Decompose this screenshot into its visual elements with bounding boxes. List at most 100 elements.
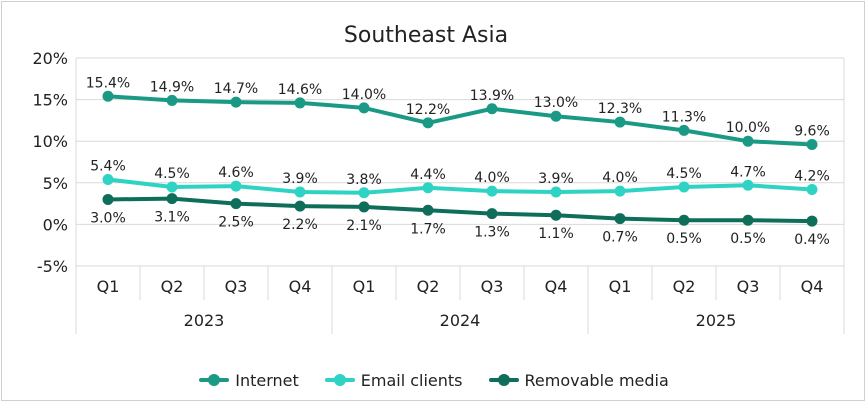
data-label: 14.0%	[342, 87, 386, 103]
x-tick-label: Q3	[737, 277, 760, 296]
data-point	[358, 102, 370, 114]
data-label: 1.3%	[474, 225, 510, 241]
year-label: 2024	[440, 311, 481, 330]
data-point	[486, 185, 498, 197]
series-line	[106, 177, 814, 195]
year-label: 2025	[696, 311, 737, 330]
data-point	[614, 185, 626, 197]
data-label: 4.6%	[218, 165, 254, 181]
series-line	[106, 94, 814, 147]
data-point	[166, 94, 178, 106]
data-point	[742, 214, 754, 226]
data-label: 14.6%	[278, 82, 322, 98]
series-line	[106, 196, 814, 224]
x-tick-label: Q4	[289, 277, 312, 296]
data-label: 4.4%	[410, 167, 446, 183]
data-label: 2.2%	[282, 217, 318, 233]
x-tick-label: Q2	[417, 277, 440, 296]
data-point	[358, 201, 370, 213]
data-label: 3.8%	[346, 172, 382, 188]
data-point	[166, 193, 178, 205]
data-label: 4.0%	[602, 170, 638, 186]
data-label: 0.5%	[730, 231, 766, 247]
data-point	[166, 181, 178, 193]
data-point	[294, 186, 306, 198]
data-point	[678, 214, 690, 226]
data-point	[806, 183, 818, 195]
series-lines	[102, 90, 818, 227]
data-point	[550, 209, 562, 221]
x-tick-label: Q1	[353, 277, 376, 296]
legend-marker-icon	[488, 374, 519, 386]
data-label: 14.7%	[214, 81, 258, 97]
data-point	[806, 139, 818, 151]
y-tick-label: 5%	[43, 174, 68, 193]
data-labels: 15.4% 14.9% 14.7% 14.6% 14.0% 12.2% 13.9% 13.0%…	[86, 75, 830, 248]
data-label: 9.6%	[794, 124, 830, 140]
year-label: 2023	[184, 311, 225, 330]
data-label: 3.9%	[282, 171, 318, 187]
data-point	[230, 96, 242, 108]
legend-marker-icon	[324, 374, 355, 386]
x-tick-label: Q1	[97, 277, 120, 296]
data-label: 4.2%	[794, 168, 830, 184]
data-point	[358, 187, 370, 199]
data-label: 11.3%	[662, 109, 706, 125]
data-point	[230, 180, 242, 192]
data-label: 13.0%	[534, 95, 578, 111]
data-point	[486, 208, 498, 220]
data-label: 4.0%	[474, 170, 510, 186]
data-label: 4.5%	[154, 166, 190, 182]
data-label: 4.7%	[730, 164, 766, 180]
data-point	[550, 110, 562, 122]
data-point	[422, 117, 434, 129]
data-label: 1.7%	[410, 221, 446, 237]
y-tick-label: 10%	[32, 132, 68, 151]
y-tick-label: 15%	[32, 91, 68, 110]
data-point	[294, 97, 306, 109]
data-point	[230, 198, 242, 210]
legend-label: Removable media	[524, 370, 669, 390]
data-label: 1.1%	[538, 226, 574, 242]
data-label: 12.3%	[598, 101, 642, 117]
y-tick-label: -5%	[37, 257, 68, 276]
data-label: 5.4%	[90, 158, 126, 174]
legend-item: Email clients	[324, 371, 463, 390]
data-label: 15.4%	[86, 75, 130, 91]
y-tick-label: 0%	[43, 215, 68, 234]
x-tick-label: Q4	[545, 277, 568, 296]
data-label: 0.4%	[794, 232, 830, 248]
data-label: 0.5%	[666, 231, 702, 247]
data-label: 10.0%	[726, 120, 770, 136]
legend-marker-icon	[199, 374, 230, 386]
data-point	[742, 179, 754, 191]
data-label: 2.1%	[346, 218, 382, 234]
x-tick-label: Q3	[481, 277, 504, 296]
data-label: 3.1%	[154, 210, 190, 226]
data-point	[806, 215, 818, 227]
data-point	[678, 181, 690, 193]
data-label: 3.9%	[538, 171, 574, 187]
data-point	[678, 124, 690, 136]
data-point	[742, 135, 754, 147]
x-tick-label: Q4	[801, 277, 824, 296]
x-tick-label: Q2	[161, 277, 184, 296]
data-point	[102, 90, 114, 102]
data-point	[614, 116, 626, 128]
data-point	[422, 182, 434, 194]
legend-item: Removable media	[488, 370, 669, 390]
data-point	[614, 213, 626, 225]
x-axis: Q1 Q2 Q3 Q4 Q1 Q2 Q3 Q4 Q1 Q2 Q3 Q4 2023 2024 2025	[75, 58, 845, 334]
data-label: 2.5%	[218, 215, 254, 231]
data-label: 3.0%	[90, 210, 126, 226]
data-point	[550, 186, 562, 198]
data-label: 12.2%	[406, 102, 450, 118]
y-tick-label: 20%	[32, 49, 68, 68]
legend-item: Internet	[199, 371, 299, 390]
data-point	[294, 200, 306, 212]
data-label: 14.9%	[150, 79, 194, 95]
chart-title: Southeast Asia	[344, 23, 508, 48]
data-label: 0.7%	[602, 230, 638, 246]
